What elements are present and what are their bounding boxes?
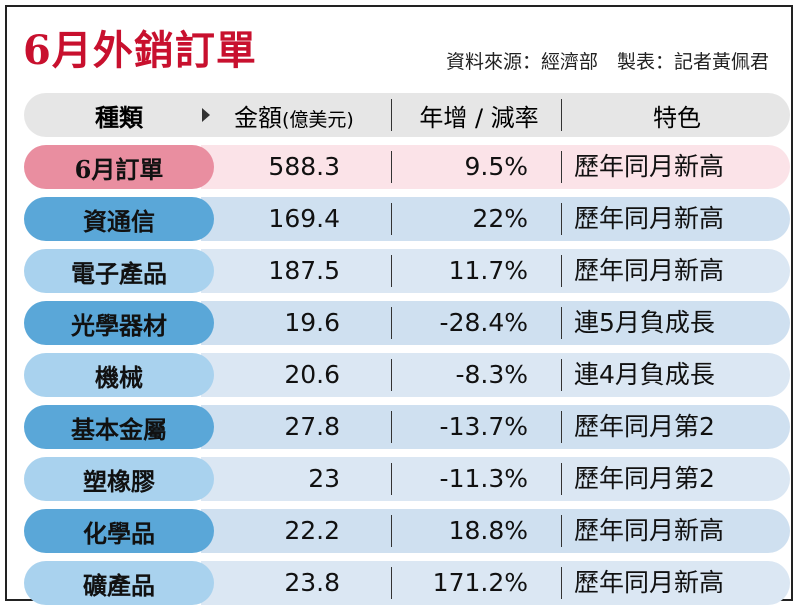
column-divider xyxy=(391,307,392,339)
column-divider xyxy=(561,411,562,443)
header-yoy: 年增 / 減率 xyxy=(419,103,539,132)
table-row: 光學器材 19.6 -28.4% 連5月負成長 xyxy=(24,301,790,345)
column-divider xyxy=(561,99,562,131)
note-cell: 歷年同月新高 xyxy=(574,256,725,285)
row-background xyxy=(201,301,790,345)
yoy-cell: -11.3% xyxy=(439,464,528,493)
table-row: 資通信 169.4 22% 歷年同月新高 xyxy=(24,197,790,241)
yoy-cell: -13.7% xyxy=(439,412,528,441)
note-cell: 歷年同月新高 xyxy=(574,152,725,181)
page-title: 6月外銷訂單 xyxy=(23,27,257,74)
row-background xyxy=(201,561,790,605)
column-divider xyxy=(391,203,392,235)
table-header-row: 種類 金額(億美元) 年增 / 減率 特色 xyxy=(24,93,790,137)
header-background xyxy=(24,93,790,137)
note-cell: 歷年同月新高 xyxy=(574,568,725,597)
column-divider xyxy=(391,255,392,287)
header-amount-unit: (億美元) xyxy=(282,108,354,131)
category-label: 光學器材 xyxy=(24,301,214,345)
category-label: 化學品 xyxy=(24,509,214,553)
yoy-cell: 171.2% xyxy=(432,568,528,597)
table-row: 化學品 22.2 18.8% 歷年同月新高 xyxy=(24,509,790,553)
category-label: 礦產品 xyxy=(24,561,214,605)
row-background xyxy=(201,405,790,449)
infographic-frame: 6月外銷訂單 資料來源：經濟部 製表：記者黃佩君 種類 金額(億美元) 年增 /… xyxy=(5,5,793,605)
note-cell: 連5月負成長 xyxy=(574,308,715,337)
triangle-marker-icon xyxy=(202,108,210,122)
amount-cell: 23 xyxy=(308,464,340,493)
category-label: 6月訂單 xyxy=(24,145,214,189)
column-divider xyxy=(391,151,392,183)
amount-cell: 588.3 xyxy=(268,152,340,181)
category-label: 機械 xyxy=(24,353,214,397)
table-row: 機械 20.6 -8.3% 連4月負成長 xyxy=(24,353,790,397)
amount-cell: 169.4 xyxy=(268,204,340,233)
category-label: 資通信 xyxy=(24,197,214,241)
amount-cell: 23.8 xyxy=(284,568,340,597)
column-divider xyxy=(561,203,562,235)
row-background xyxy=(201,197,790,241)
column-divider xyxy=(561,567,562,599)
column-divider xyxy=(391,99,392,131)
header-amount-label: 金額 xyxy=(234,103,282,132)
header-note: 特色 xyxy=(653,103,701,132)
note-cell: 歷年同月第2 xyxy=(574,412,715,441)
yoy-cell: -28.4% xyxy=(439,308,528,337)
row-background xyxy=(201,145,790,189)
row-background xyxy=(201,353,790,397)
yoy-cell: 11.7% xyxy=(448,256,528,285)
column-divider xyxy=(561,515,562,547)
yoy-cell: 18.8% xyxy=(448,516,528,545)
table-row: 6月訂單 588.3 9.5% 歷年同月新高 xyxy=(24,145,790,189)
column-divider xyxy=(561,463,562,495)
note-cell: 歷年同月新高 xyxy=(574,516,725,545)
row-background xyxy=(201,509,790,553)
header-category: 種類 xyxy=(95,103,143,132)
yoy-cell: 22% xyxy=(472,204,528,233)
amount-cell: 187.5 xyxy=(268,256,340,285)
orders-table: 種類 金額(億美元) 年增 / 減率 特色 6月訂單 588.3 9.5% 歷年… xyxy=(24,93,790,613)
table-row: 電子產品 187.5 11.7% 歷年同月新高 xyxy=(24,249,790,293)
column-divider xyxy=(391,463,392,495)
table-row: 礦產品 23.8 171.2% 歷年同月新高 xyxy=(24,561,790,605)
column-divider xyxy=(391,411,392,443)
column-divider xyxy=(561,255,562,287)
row-background xyxy=(201,457,790,501)
table-row: 基本金屬 27.8 -13.7% 歷年同月第2 xyxy=(24,405,790,449)
column-divider xyxy=(391,567,392,599)
amount-cell: 22.2 xyxy=(284,516,340,545)
column-divider xyxy=(391,515,392,547)
column-divider xyxy=(561,307,562,339)
source-credit: 資料來源：經濟部 製表：記者黃佩君 xyxy=(445,51,769,73)
note-cell: 歷年同月第2 xyxy=(574,464,715,493)
category-label: 塑橡膠 xyxy=(24,457,214,501)
note-cell: 歷年同月新高 xyxy=(574,204,725,233)
yoy-cell: -8.3% xyxy=(455,360,528,389)
amount-cell: 20.6 xyxy=(284,360,340,389)
note-cell: 連4月負成長 xyxy=(574,360,715,389)
category-label: 電子產品 xyxy=(24,249,214,293)
table-row: 塑橡膠 23 -11.3% 歷年同月第2 xyxy=(24,457,790,501)
amount-cell: 19.6 xyxy=(284,308,340,337)
column-divider xyxy=(391,359,392,391)
yoy-cell: 9.5% xyxy=(464,152,528,181)
header-amount: 金額(億美元) xyxy=(214,98,394,133)
category-label: 基本金屬 xyxy=(24,405,214,449)
column-divider xyxy=(561,359,562,391)
amount-cell: 27.8 xyxy=(284,412,340,441)
row-background xyxy=(201,249,790,293)
column-divider xyxy=(561,151,562,183)
